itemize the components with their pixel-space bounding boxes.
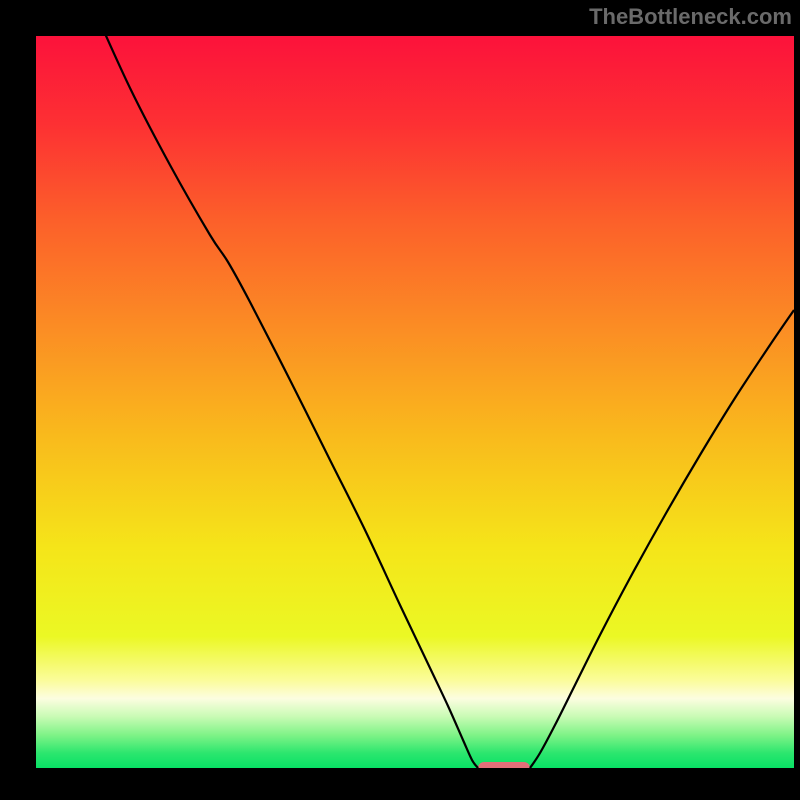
watermark-text: TheBottleneck.com bbox=[589, 4, 792, 30]
chart-container: TheBottleneck.com bbox=[0, 0, 800, 800]
bottleneck-chart bbox=[0, 0, 800, 800]
plot-background bbox=[36, 36, 794, 768]
